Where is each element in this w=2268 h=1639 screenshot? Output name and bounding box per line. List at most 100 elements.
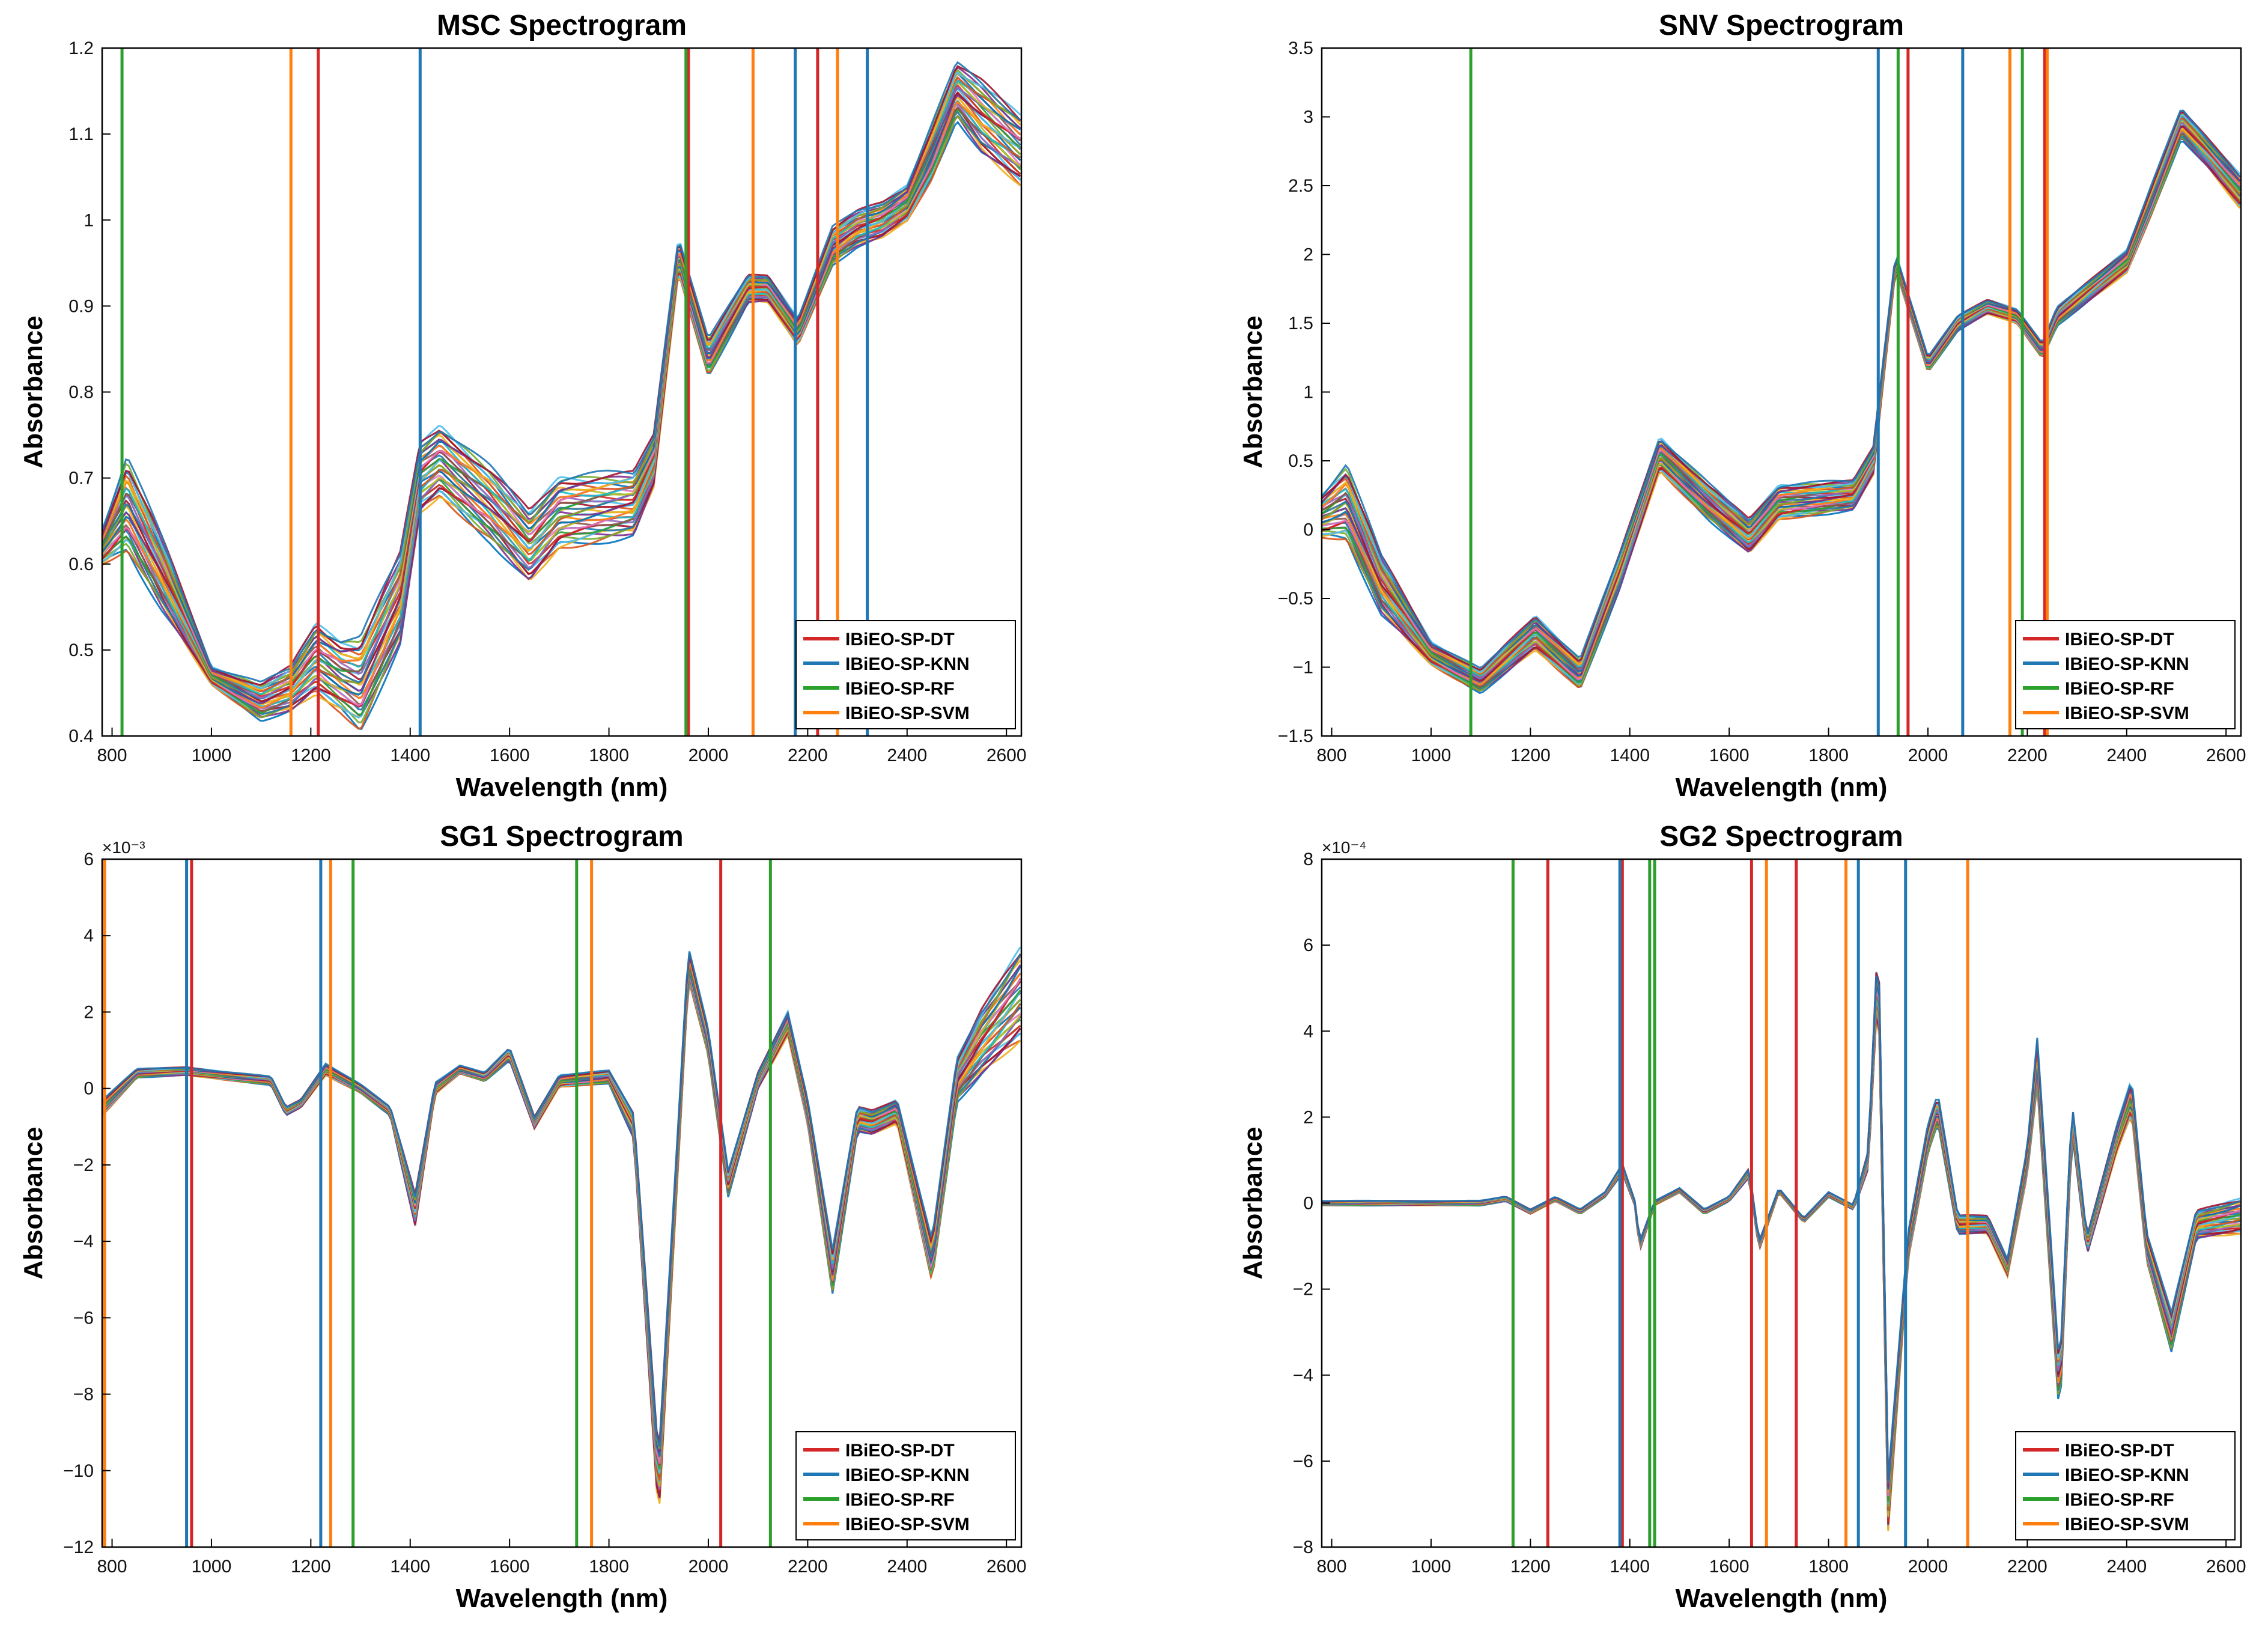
spectrum-line — [102, 72, 1021, 690]
x-tick-label: 1600 — [1709, 746, 1750, 765]
spectrum-line — [1322, 996, 2240, 1507]
spectrum-line — [102, 959, 1021, 1466]
spectrum-line — [1322, 115, 2241, 674]
spectrum-line — [102, 961, 1021, 1458]
spectrum-line — [1322, 130, 2241, 685]
spectrum-line — [1322, 990, 2240, 1497]
spectrum-line — [102, 959, 1021, 1457]
spectrum-line — [1322, 133, 2241, 688]
spectrum-line — [1322, 978, 2240, 1483]
spectrum-line — [102, 76, 1021, 693]
x-tick-label: 1000 — [192, 1557, 232, 1577]
y-tick-label: −6 — [73, 1308, 94, 1328]
x-tick-label: 2400 — [887, 746, 927, 765]
spectrum-line — [1322, 996, 2240, 1504]
spectrum-line — [1322, 124, 2241, 680]
spectrum-line — [1322, 136, 2241, 692]
y-tick-label: 1 — [1303, 383, 1313, 403]
plot-area-frame — [101, 858, 1023, 1548]
spectrum-line — [102, 100, 1021, 710]
x-tick-label: 1200 — [291, 1557, 331, 1577]
legend-entry-label: IBiEO-SP-DT — [2065, 630, 2174, 649]
x-tick-label: 1000 — [1411, 746, 1452, 765]
x-tick-label: 1200 — [1510, 1557, 1551, 1577]
spectrum-line — [102, 79, 1021, 695]
spectrum-line — [102, 972, 1021, 1490]
spectrum-line — [102, 85, 1021, 699]
spectrum-line — [102, 958, 1021, 1452]
spectrum-line — [102, 979, 1021, 1496]
spectrum-line — [102, 976, 1021, 1492]
x-tick-label: 2200 — [2007, 746, 2048, 765]
y-tick-label: 1.1 — [68, 124, 94, 144]
spectrum-line — [1322, 133, 2241, 689]
y-tick-label: 0 — [1303, 1194, 1313, 1214]
spectrum-line — [102, 967, 1021, 1474]
y-tick-label: 0.4 — [68, 726, 94, 746]
spectrum-line — [102, 973, 1021, 1490]
y-axis-label: Absorbance — [1238, 1127, 1268, 1279]
spectra-group — [102, 946, 1021, 1504]
x-tick-label: 2400 — [887, 1557, 927, 1577]
spectrum-line — [1322, 118, 2241, 677]
spectra-group — [1322, 109, 2241, 695]
x-tick-label: 2600 — [987, 1557, 1027, 1577]
spectrum-line — [102, 976, 1021, 1487]
chart-title: SG1 Spectrogram — [440, 821, 683, 853]
legend-entry-label: IBiEO-SP-RF — [2065, 679, 2174, 699]
spectrum-line — [102, 953, 1021, 1449]
spectrum-line — [1322, 122, 2241, 680]
x-tick-label: 1600 — [1709, 1557, 1750, 1577]
x-tick-label: 1200 — [1510, 746, 1551, 765]
y-tick-label: 0 — [84, 1079, 94, 1099]
spectrum-line — [1322, 141, 2241, 695]
spectrum-line — [1322, 120, 2241, 677]
legend-entry-label: IBiEO-SP-KNN — [845, 1465, 970, 1485]
spectrum-line — [102, 81, 1021, 696]
y-tick-label: −2 — [1293, 1280, 1313, 1300]
y-tick-label: 2 — [1303, 245, 1313, 265]
spectrum-line — [1322, 127, 2241, 684]
selected-wavelengths-group — [1511, 859, 1969, 1547]
y-exponent-label: ×10⁻⁴ — [1322, 838, 1366, 857]
spectrum-line — [1322, 117, 2241, 675]
spectrum-line — [102, 80, 1021, 695]
y-tick-label: 0.5 — [68, 640, 94, 660]
spectrum-line — [102, 96, 1021, 705]
x-tick-label: 1800 — [589, 1557, 629, 1577]
spectrum-line — [102, 946, 1021, 1441]
x-tick-label: 2000 — [1908, 1557, 1948, 1577]
y-tick-label: 1 — [84, 210, 94, 230]
y-tick-label: 0.9 — [68, 296, 94, 316]
spectrum-line — [102, 93, 1021, 705]
spectrum-line — [1322, 984, 2240, 1490]
spectrum-line — [102, 99, 1021, 708]
spectrum-line — [102, 956, 1021, 1458]
y-tick-label: −1.5 — [1278, 726, 1313, 746]
spectrum-line — [1322, 114, 2241, 674]
spectrum-line — [102, 955, 1021, 1453]
spectrum-line — [102, 951, 1021, 1447]
spectrum-line — [1322, 132, 2241, 686]
x-tick-label: 800 — [1317, 746, 1347, 765]
selected-wavelengths-group — [103, 859, 772, 1547]
spectrum-line — [102, 65, 1021, 686]
y-tick-label: 4 — [84, 926, 94, 946]
snv-spectrogram-panel: SNV Spectrogram 800 1000 1200 1400 1600 1800 20… — [1220, 0, 2268, 814]
sg1-spectrogram-panel: SG1 Spectrogram 800 1000 1200 1400 1600 1800 20… — [0, 811, 1048, 1625]
y-tick-label: 1.2 — [68, 38, 94, 58]
y-tick-label: 8 — [1303, 850, 1313, 869]
x-tick-label: 1000 — [1411, 1557, 1452, 1577]
spectrum-line — [1322, 115, 2241, 674]
y-tick-label: −4 — [73, 1232, 94, 1251]
y-tick-label: −0.5 — [1278, 589, 1313, 609]
legend-entry-label: IBiEO-SP-KNN — [2065, 1465, 2189, 1485]
spectrum-line — [1322, 118, 2241, 677]
y-tick-label: 0.8 — [68, 383, 94, 403]
y-tick-label: −4 — [1293, 1366, 1313, 1385]
x-tick-label: 1400 — [1610, 1557, 1650, 1577]
chart-title: SNV Spectrogram — [1659, 10, 1904, 41]
legend: IBiEO-SP-DT IBiEO-SP-KNN IBiEO-SP-RF IBiEO-… — [2015, 620, 2236, 729]
